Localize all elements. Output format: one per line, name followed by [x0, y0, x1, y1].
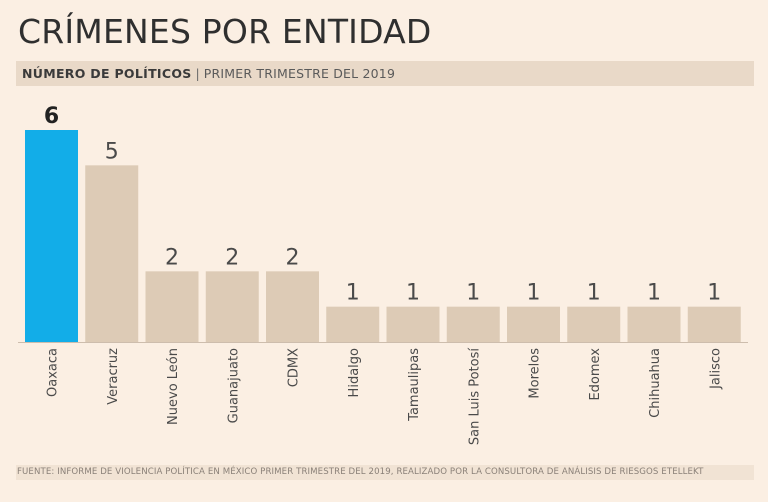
data-label-3: 2	[165, 245, 179, 270]
bar-3	[145, 271, 199, 342]
category-label-2: Veracruz	[106, 348, 121, 405]
bar-9	[507, 306, 560, 342]
category-label-9: Morelos	[528, 348, 543, 399]
source-footer: FUENTE: INFORME DE VIOLENCIA POLÍTICA EN…	[16, 465, 754, 480]
bar-2	[85, 165, 139, 342]
data-label-12: 1	[707, 281, 721, 306]
bar-5	[266, 271, 319, 342]
category-label-11: Chihuahua	[648, 348, 663, 418]
data-label-8: 1	[466, 281, 480, 306]
data-label-7: 1	[406, 281, 420, 306]
category-label-10: Edomex	[588, 348, 603, 401]
data-label-1: 6	[44, 104, 59, 129]
subtitle-separator: |	[195, 66, 200, 81]
bar-8	[446, 306, 500, 342]
category-label-1: Oaxaca	[46, 348, 61, 397]
category-label-6: Hidalgo	[347, 348, 362, 397]
data-label-11: 1	[647, 281, 661, 306]
bar-12	[687, 306, 741, 342]
chart-title: CRÍMENES POR ENTIDAD	[18, 12, 432, 51]
subtitle-period: PRIMER TRIMESTRE DEL 2019	[203, 66, 396, 81]
data-label-2: 5	[105, 139, 119, 164]
category-label-3: Nuevo León	[166, 348, 181, 425]
category-label-8: San Luis Potosí	[467, 348, 482, 446]
subtitle-metric: NÚMERO DE POLÍTICOS	[22, 66, 192, 81]
data-label-4: 2	[225, 245, 239, 270]
data-label-9: 1	[527, 281, 541, 306]
category-label-7: Tamaulipas	[407, 348, 422, 422]
category-label-4: Guanajuato	[226, 348, 241, 423]
data-label-10: 1	[587, 281, 601, 306]
bar-1	[25, 130, 78, 342]
bar-11	[627, 306, 681, 342]
subtitle-bar: NÚMERO DE POLÍTICOS | PRIMER TRIMESTRE DEL…	[16, 61, 754, 86]
category-label-12: Jalisco	[708, 348, 723, 390]
bar-4	[205, 271, 259, 342]
bar-10	[567, 306, 621, 342]
source-text: FUENTE: INFORME DE VIOLENCIA POLÍTICA EN…	[17, 467, 704, 477]
bar-7	[386, 306, 440, 342]
category-label-5: CDMX	[287, 348, 302, 387]
bar-6	[326, 306, 380, 342]
data-label-5: 2	[286, 245, 300, 270]
bar-chart: 6 Oaxaca 5 Veracruz 2 Nuevo León 2 Guanajuato 2 C…	[18, 104, 748, 446]
data-label-6: 1	[346, 281, 360, 306]
